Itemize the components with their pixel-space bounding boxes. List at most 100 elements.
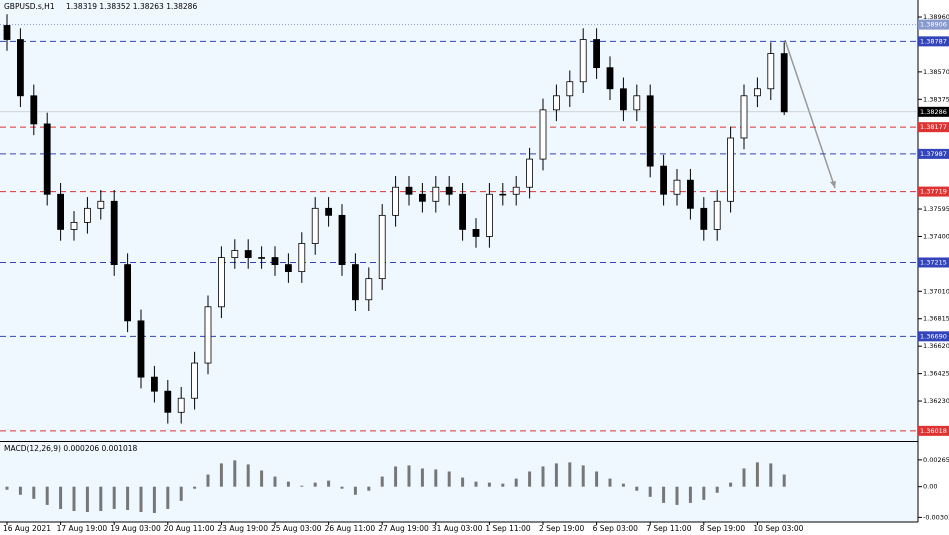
y-tick-label: 1.38570 bbox=[923, 68, 949, 76]
macd-bar bbox=[729, 482, 733, 487]
y-tick-label: -0.00303 bbox=[923, 513, 949, 521]
macd-bar bbox=[769, 463, 773, 487]
candle-body bbox=[150, 376, 158, 392]
macd-bar bbox=[420, 468, 424, 487]
macd-title: MACD(12,26,9) 0.000206 0.001018 bbox=[4, 444, 138, 453]
candle-body bbox=[164, 390, 172, 413]
macd-bar bbox=[715, 486, 719, 493]
macd-bar bbox=[541, 466, 545, 487]
candle-body bbox=[432, 186, 440, 202]
candle-body bbox=[606, 67, 614, 90]
candle-body bbox=[740, 95, 748, 139]
macd-bar bbox=[353, 486, 357, 495]
level-label: 1.37215 bbox=[920, 258, 947, 266]
macd-bar bbox=[193, 486, 197, 489]
candle-body bbox=[405, 186, 413, 195]
candle-body bbox=[97, 200, 105, 209]
macd-bar bbox=[755, 462, 759, 487]
level-label: 1.36018 bbox=[920, 427, 947, 435]
macd-bar bbox=[621, 483, 625, 487]
candle-body bbox=[646, 95, 654, 167]
y-tick-label: 0.002651 bbox=[923, 456, 949, 464]
candle-body bbox=[539, 109, 547, 160]
level-tag bbox=[918, 425, 949, 436]
macd-bar bbox=[152, 486, 156, 514]
macd-bar bbox=[394, 466, 398, 487]
candle-body bbox=[713, 200, 721, 230]
candle-body bbox=[204, 306, 212, 364]
candle-body bbox=[231, 250, 239, 258]
candle-body bbox=[754, 88, 761, 97]
candle-body bbox=[767, 53, 775, 90]
candle-body bbox=[553, 95, 560, 111]
x-tick-label: 23 Aug 19:00 bbox=[217, 524, 268, 533]
candle-body bbox=[780, 53, 788, 113]
macd-bar bbox=[702, 486, 706, 500]
candle-body bbox=[124, 264, 131, 322]
plot-background bbox=[0, 0, 918, 522]
macd-bar bbox=[99, 486, 103, 511]
x-tick-label: 10 Sep 03:00 bbox=[753, 524, 803, 533]
candle-body bbox=[579, 39, 587, 83]
level-tag bbox=[918, 257, 949, 268]
y-tick-label: 1.37595 bbox=[923, 205, 949, 213]
level-tag bbox=[918, 36, 949, 47]
macd-bar bbox=[501, 483, 505, 487]
candle-body bbox=[244, 250, 252, 258]
level-label: 1.37719 bbox=[920, 188, 947, 196]
macd-bar bbox=[461, 477, 465, 487]
x-tick-label: 27 Aug 19:00 bbox=[378, 524, 429, 533]
candle-body bbox=[30, 95, 38, 125]
macd-bar bbox=[595, 471, 599, 487]
macd-bar bbox=[300, 485, 304, 487]
candle-body bbox=[311, 207, 319, 244]
candle-body bbox=[566, 81, 574, 97]
quote: 1.38319 1.38352 1.38263 1.38286 bbox=[66, 2, 197, 11]
level-tag bbox=[918, 122, 949, 133]
x-tick-label: 25 Aug 03:00 bbox=[271, 524, 322, 533]
x-tick-label: 17 Aug 19:00 bbox=[57, 524, 108, 533]
macd-bar bbox=[112, 486, 116, 509]
x-tick-label: 7 Sep 11:00 bbox=[646, 524, 692, 533]
candle-body bbox=[57, 193, 64, 230]
level-tag bbox=[918, 19, 949, 30]
candle-body bbox=[258, 257, 266, 259]
macd-bar bbox=[662, 486, 666, 503]
macd-bar bbox=[59, 486, 63, 509]
macd-bar bbox=[380, 476, 384, 487]
macd-bar bbox=[635, 486, 639, 491]
macd-bar bbox=[782, 474, 786, 487]
axis-background bbox=[918, 0, 949, 535]
level-tag bbox=[918, 331, 949, 342]
macd-bar bbox=[260, 470, 264, 487]
candle-body bbox=[271, 257, 279, 265]
x-tick-label: 8 Sep 19:00 bbox=[700, 524, 746, 533]
x-tick-label: 20 Aug 11:00 bbox=[164, 524, 215, 533]
candle-body bbox=[418, 193, 426, 202]
candle-body bbox=[727, 137, 734, 202]
macd-bar bbox=[18, 486, 22, 495]
macd-bar bbox=[233, 460, 237, 487]
candle-body bbox=[177, 397, 185, 413]
candle-body bbox=[70, 221, 78, 230]
x-tick-label: 2 Sep 19:00 bbox=[539, 524, 585, 533]
macd-bar bbox=[126, 486, 130, 510]
level-label: 1.38787 bbox=[920, 37, 947, 45]
candle-body bbox=[298, 243, 306, 273]
macd-bar bbox=[286, 481, 290, 487]
candle-body bbox=[687, 179, 694, 209]
y-tick-label: 1.37010 bbox=[923, 287, 949, 295]
y-tick-label: 1.36815 bbox=[923, 315, 949, 323]
macd-bar bbox=[273, 476, 277, 487]
level-tag bbox=[918, 186, 949, 197]
macd-bar bbox=[5, 486, 9, 490]
candle-body bbox=[593, 39, 600, 69]
macd-bar bbox=[675, 486, 679, 505]
y-tick-label: 1.38960 bbox=[923, 13, 949, 21]
macd-bar bbox=[340, 486, 344, 489]
x-tick-label: 31 Aug 03:00 bbox=[432, 524, 483, 533]
candle-body bbox=[338, 214, 346, 265]
candle-body bbox=[3, 25, 11, 40]
macd-bar bbox=[608, 478, 612, 487]
